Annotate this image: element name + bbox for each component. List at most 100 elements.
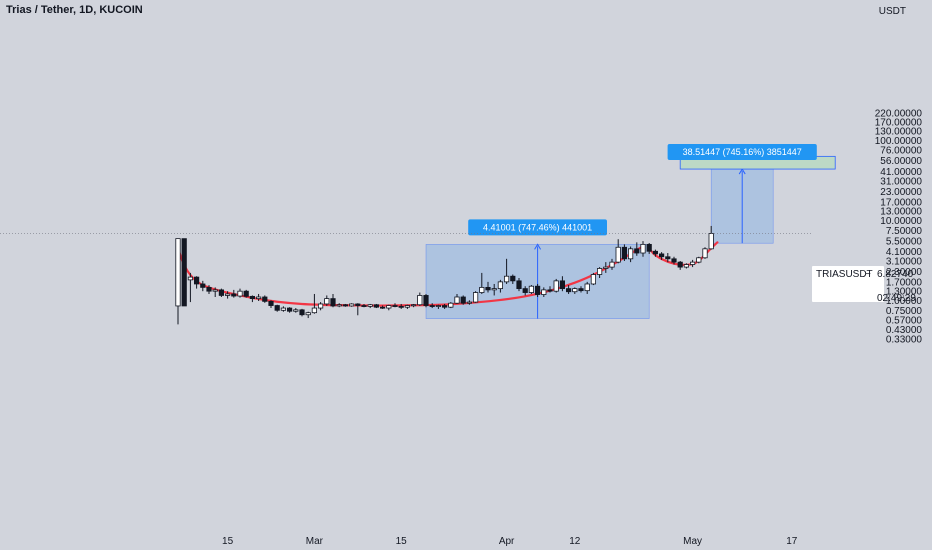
candle-2021-02-11 [200,280,206,292]
candle-2021-03-05 [336,303,342,308]
price-tick-label: 1.00000 [886,296,923,307]
price-scale[interactable]: USDT 220.00000170.00000130.00000100.0000… [875,6,923,345]
candle-body [379,306,386,309]
candle-2021-04-05 [528,285,535,294]
price-tick-label: 220.00000 [875,108,923,119]
candle-2021-03-12 [379,305,386,309]
candle-body [702,248,708,259]
candle-2021-04-03 [516,277,522,292]
candle-body [497,281,504,290]
price-tick-label: 7.50000 [886,226,923,237]
candle-2021-03-31 [497,279,504,293]
candle-body [286,307,293,312]
candle-2021-03-14 [392,303,398,308]
price-tag-separator: − [865,269,871,280]
price-scale-ticks: 220.00000170.00000130.00000100.0000076.0… [875,108,923,345]
price-tick-label: 0.75000 [886,306,923,317]
time-tick-label: 15 [222,536,234,547]
candle-2021-04-06 [535,283,541,297]
candle-body [348,303,355,307]
candle-2021-02-21 [262,295,268,303]
candle-2021-03-25 [460,295,466,305]
candle-2021-03-18 [417,292,423,306]
candle-2021-02-10 [193,276,200,289]
price-tick-label: 3.10000 [886,256,923,267]
candle-body [510,275,516,282]
candle-2021-02-17 [237,288,243,298]
candle-body [553,280,559,292]
candle-2021-04-24 [646,243,652,254]
candle-2021-02-18 [243,289,249,298]
price-tick-label: 1.70000 [886,277,923,288]
price-range-arrowhead-0 [534,243,542,250]
time-tick-label: 15 [396,536,408,547]
candle-body [584,283,590,292]
candle-2021-02-25 [286,307,293,313]
candle-body [646,243,652,252]
candle-body [528,285,535,293]
candle-body [485,286,491,291]
annotations-layer [425,155,836,319]
candle-2021-03-01 [311,293,318,314]
candle-body [466,301,473,304]
candle-body [566,288,572,293]
candle-body [621,246,628,260]
candle-body [218,289,224,296]
candle-2021-03-20 [429,303,435,309]
candle-body [367,304,373,307]
price-range-label-bg-0 [468,219,607,236]
candle-body [311,307,318,314]
time-scale[interactable]: 15 Mar 15 Apr 12 May 17 [222,536,798,547]
candle-2021-04-22 [634,242,640,256]
candle-body [423,295,429,306]
candle-2021-04-26 [659,252,665,260]
candle-body [628,248,634,260]
candle-2021-04-25 [652,249,659,257]
candle-2021-05-03 [702,247,708,259]
price-range-label-0: 4.41001 (747.46%) 441001 [483,222,592,232]
candle-2021-02-24 [280,306,287,312]
candle-body [683,264,690,268]
candle-2021-05-01 [690,259,696,268]
candle-2021-04-09 [553,278,559,293]
candle-2021-03-24 [454,293,460,304]
price-tick-label: 130.00000 [875,127,923,138]
price-range-label-1: 38.51447 (745.16%) 3851447 [683,147,802,157]
candle-2021-02-27 [299,308,305,317]
candle-body [472,292,479,303]
candle-body [690,261,696,265]
candle-2021-03-29 [485,281,491,293]
candle-2021-02-23 [274,304,280,312]
candle-body [299,309,305,316]
candle-2021-03-27 [472,291,479,303]
time-tick-label: Apr [499,536,515,547]
candle-body [317,303,324,309]
candle-2021-04-19 [615,239,621,264]
candle-2021-03-17 [410,303,417,308]
candle-body [200,283,206,288]
candle-2021-04-23 [640,241,646,257]
candle-2021-02-14 [218,288,224,297]
candle-body [615,246,621,263]
candle-body [665,256,671,260]
candle-body [355,303,361,306]
candle-2021-02-26 [293,308,299,313]
price-tick-label: 0.33000 [886,334,923,345]
candle-2021-03-13 [386,304,392,311]
price-tick-label: 13.00000 [880,207,922,218]
candle-2021-03-09 [361,303,367,308]
candle-2021-02-20 [255,293,262,302]
price-tick-label: 56.00000 [880,156,922,167]
candle-body [255,296,262,300]
candle-body [640,243,646,254]
candle-2021-04-15 [590,272,597,286]
candle-body [268,300,274,306]
candle-2021-04-17 [603,262,609,273]
candle-2021-04-29 [677,260,683,270]
candle-body [237,290,243,297]
candle-2021-02-28 [305,311,311,319]
candle-body [448,302,454,308]
candle-2021-04-30 [683,263,690,269]
candle-body [597,268,603,275]
